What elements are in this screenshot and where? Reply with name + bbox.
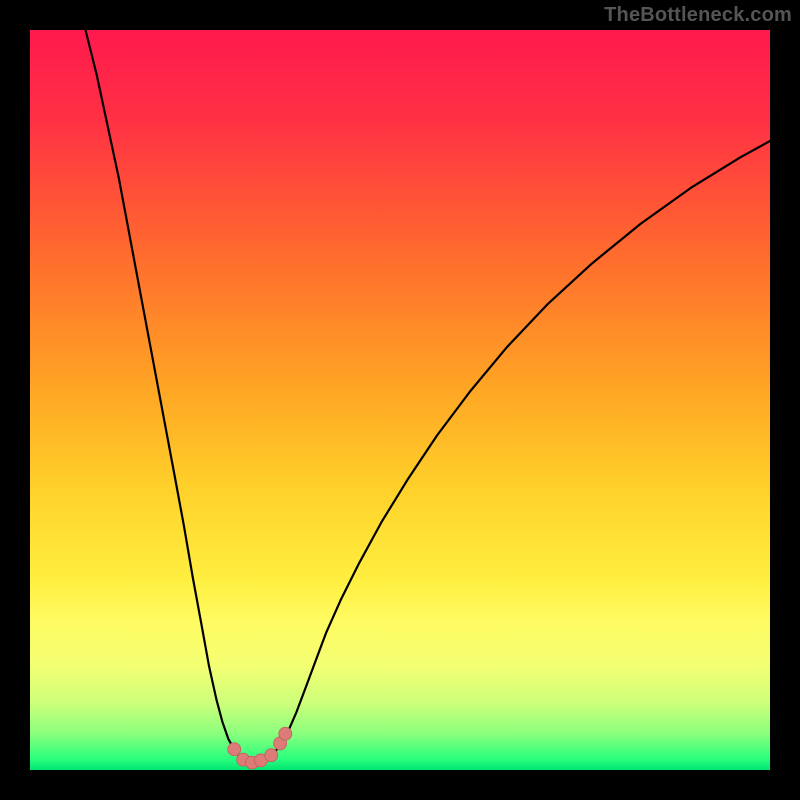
marker-dot bbox=[265, 749, 278, 762]
plot-area bbox=[30, 30, 770, 770]
watermark-text: TheBottleneck.com bbox=[604, 4, 792, 27]
chart-canvas: TheBottleneck.com bbox=[0, 0, 800, 800]
marker-dot bbox=[279, 727, 292, 740]
plot-svg bbox=[30, 30, 770, 770]
bottleneck-curve bbox=[86, 30, 771, 762]
curve-markers bbox=[228, 727, 292, 769]
marker-dot bbox=[228, 743, 241, 756]
